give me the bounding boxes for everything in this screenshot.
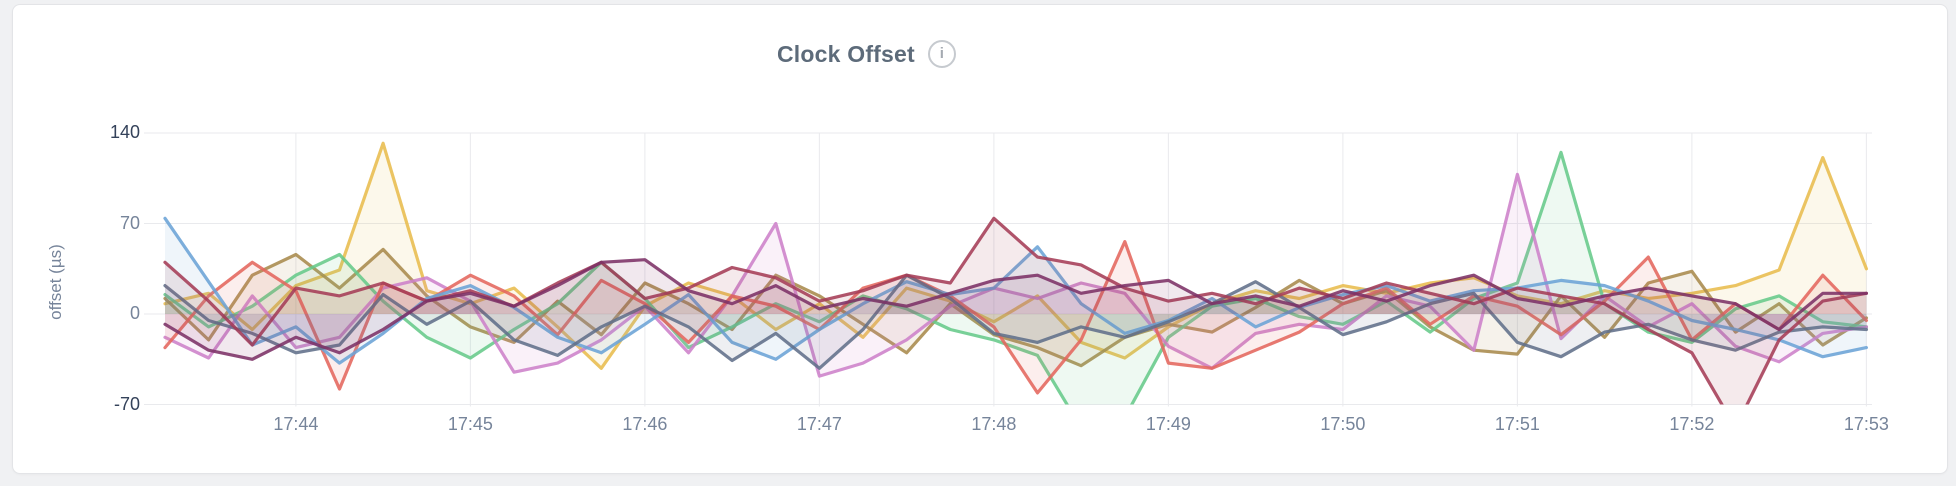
- x-tick-label: 17:44: [273, 414, 319, 434]
- x-tick-label: 17:52: [1669, 414, 1715, 434]
- series-line-red[interactable]: [163, 240, 1868, 395]
- y-tick-label: 140: [109, 122, 140, 142]
- x-tick-label: 17:45: [447, 414, 493, 434]
- y-tick-label: 0: [129, 303, 140, 323]
- x-tick-label: 17:46: [622, 414, 668, 434]
- series-line-slate[interactable]: [163, 273, 1868, 370]
- series-fill-green: [165, 152, 1867, 405]
- x-tick-label: 17:50: [1320, 414, 1366, 434]
- series-fill-yellow: [165, 143, 1867, 369]
- series-fill-slate: [165, 275, 1867, 369]
- series-group: [163, 141, 1868, 427]
- series-fill-maroon: [165, 218, 1867, 405]
- x-tick-label: 17:47: [796, 414, 842, 434]
- series-line-green[interactable]: [163, 150, 1868, 427]
- series-fill-orchid: [165, 174, 1867, 377]
- chart-header: Clock Offset i: [777, 38, 956, 70]
- y-tick-label: -70: [113, 393, 140, 414]
- x-tick-label: 17:48: [971, 414, 1017, 434]
- series-line-blue[interactable]: [163, 216, 1868, 365]
- series-fill-blue: [165, 218, 1867, 364]
- y-tick-label: 70: [119, 212, 140, 233]
- series-line-plum[interactable]: [163, 258, 1868, 361]
- x-tick-label: 17:51: [1494, 414, 1540, 434]
- chart-title: Clock Offset: [777, 40, 915, 67]
- x-tick-label: 17:49: [1145, 414, 1191, 434]
- x-tick-label: 17:53: [1843, 414, 1889, 434]
- info-icon[interactable]: i: [927, 40, 956, 68]
- series-fill-red: [165, 241, 1867, 393]
